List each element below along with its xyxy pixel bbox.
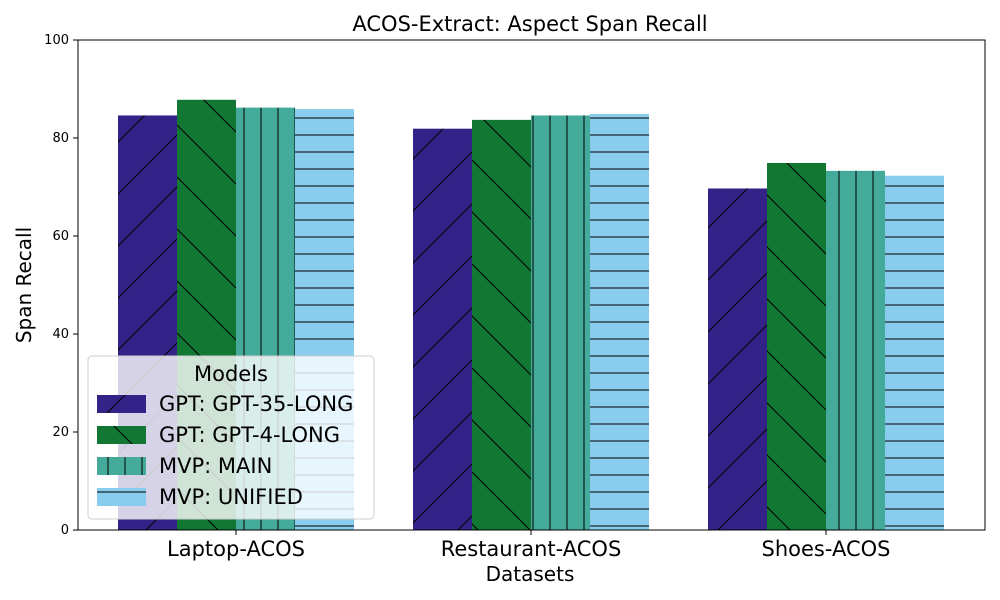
legend-label: MVP: UNIFIED: [159, 485, 303, 509]
legend-swatch: [97, 488, 146, 506]
y-tick-label: 60: [52, 229, 69, 244]
x-tick-label: Shoes-ACOS: [762, 537, 891, 561]
legend-label: MVP: MAIN: [159, 454, 272, 478]
bar-restaurant-acos-series-3: [531, 115, 590, 531]
y-tick-label: 0: [61, 523, 69, 538]
bar-shoes-acos-series-4: [885, 175, 944, 531]
legend-swatch: [97, 426, 146, 444]
chart-title: ACOS-Extract: Aspect Span Recall: [352, 12, 707, 36]
bar-shoes-acos-series-3: [826, 170, 885, 530]
bar-shoes-acos-series-2: [767, 162, 826, 531]
y-tick-label: 100: [44, 33, 69, 48]
y-axis-label: Span Recall: [12, 227, 36, 343]
x-axis: Laptop-ACOS Restaurant-ACOS Shoes-ACOS: [167, 530, 890, 561]
y-tick-label: 80: [52, 131, 69, 146]
x-tick-label: Restaurant-ACOS: [441, 537, 622, 561]
legend-label: GPT: GPT-35-LONG: [159, 392, 353, 416]
bar-restaurant-acos-series-2: [472, 119, 531, 531]
legend-swatch: [97, 395, 146, 413]
x-axis-label: Datasets: [486, 562, 575, 586]
legend-swatch: [97, 457, 146, 475]
legend-label: GPT: GPT-4-LONG: [159, 423, 340, 447]
legend: Models GPT: GPT-35-LONG GPT: GPT-4-LONG MV…: [87, 355, 375, 520]
y-axis: 0 20 40 60 80 100: [44, 33, 78, 538]
legend-box: [87, 355, 375, 520]
x-tick-label: Laptop-ACOS: [167, 537, 305, 561]
bar-restaurant-acos-series-1: [413, 128, 472, 530]
bar-shoes-acos-series-1: [708, 188, 767, 530]
legend-title: Models: [194, 362, 268, 386]
y-tick-label: 40: [52, 327, 69, 342]
bar-restaurant-acos-series-4: [590, 113, 649, 531]
y-tick-label: 20: [52, 425, 69, 440]
